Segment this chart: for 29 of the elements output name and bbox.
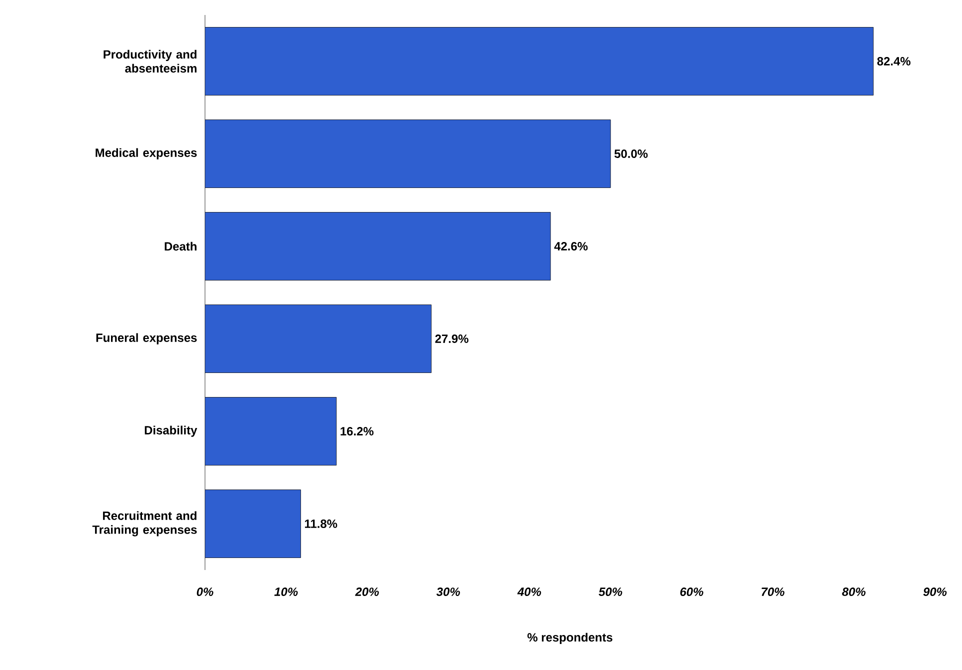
x-tick-label: 20% <box>355 588 379 596</box>
y-tick-label: Funeral expenses <box>96 333 197 344</box>
data-label: 16.2% <box>340 427 374 436</box>
data-label: 42.6% <box>554 242 588 250</box>
y-tick-label: Medical expenses <box>96 148 197 160</box>
y-tick-label: Disability <box>144 426 198 437</box>
bar <box>205 27 874 96</box>
x-tick-label: 30% <box>436 588 460 596</box>
x-tick-label: 10% <box>274 588 298 596</box>
bar <box>205 397 337 466</box>
x-tick-label: 60% <box>680 588 704 596</box>
x-tick-label: 40% <box>517 588 542 596</box>
x-axis-title: % respondents <box>527 632 612 644</box>
data-label: 82.4% <box>877 57 910 66</box>
data-label: 27.9% <box>435 334 468 343</box>
data-label: 11.8% <box>304 520 338 528</box>
y-tick-label: Productivity and absenteeism <box>104 50 196 73</box>
bar <box>205 490 301 558</box>
x-tick-label: 50% <box>598 588 622 596</box>
data-label: 50.0% <box>614 150 648 158</box>
x-tick-label: 0% <box>196 588 214 596</box>
bar <box>205 304 432 373</box>
y-tick-label: Death <box>164 242 196 251</box>
x-tick-label: 80% <box>842 588 866 596</box>
bar <box>205 212 551 280</box>
x-tick-label: 90% <box>923 588 947 596</box>
y-tick-label: Recruitment and Training expenses <box>92 511 197 536</box>
x-tick-label: 70% <box>762 588 784 596</box>
bar <box>205 120 611 188</box>
